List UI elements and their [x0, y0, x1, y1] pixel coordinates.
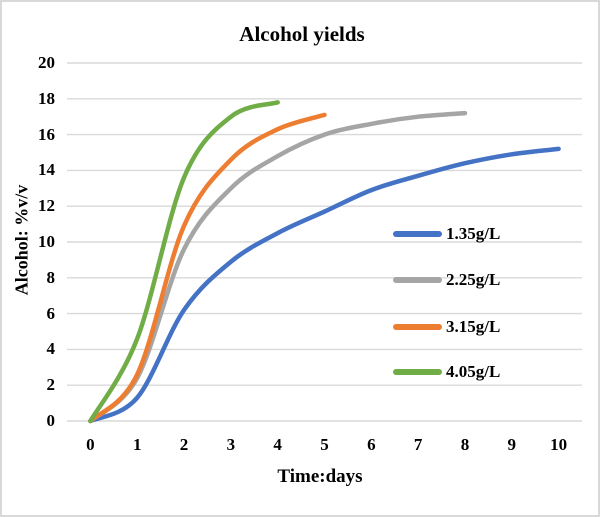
legend-label: 2.25g/L [446, 270, 501, 289]
x-tick-label: 7 [413, 435, 423, 454]
x-tick-label: 10 [550, 435, 568, 454]
y-tick-label: 10 [38, 232, 55, 251]
y-tick-label: 6 [46, 303, 56, 323]
x-tick-label: 8 [460, 435, 470, 454]
legend-label: 4.05g/L [446, 362, 501, 381]
legend-marker-icon [393, 231, 442, 237]
x-tick-label: 2 [179, 435, 189, 454]
y-tick-label: 4 [46, 339, 56, 359]
x-tick-label: 1 [132, 435, 142, 454]
y-tick-label: 18 [38, 88, 55, 108]
series-line-3.15g/L [88, 112, 327, 424]
x-tick-label: 4 [273, 435, 282, 454]
legend-item-4.05g/L: 4.05g/L [393, 361, 500, 383]
series-line-1.35g/L [88, 146, 561, 424]
legend-marker-icon [393, 277, 442, 283]
legend-marker-icon [393, 324, 442, 330]
legend-item-3.15g/L: 3.15g/L [393, 316, 500, 338]
x-tick-label: 3 [226, 435, 236, 454]
y-tick-label: 2 [46, 375, 56, 395]
chart-title: Alcohol yields [239, 22, 365, 46]
y-tick-label: 8 [46, 267, 56, 287]
legend-item-1.35g/L: 1.35g/L [393, 223, 500, 245]
legend-label: 3.15g/L [446, 317, 501, 336]
series-line-4.05g/L [88, 100, 280, 424]
legend-marker-icon [393, 369, 442, 375]
legend-item-2.25g/L: 2.25g/L [393, 269, 500, 291]
x-tick-label: 0 [86, 435, 95, 454]
x-axis-title: Time:days [277, 466, 363, 487]
y-tick-label: 20 [38, 53, 55, 72]
x-tick-label: 9 [507, 435, 517, 454]
y-tick-label: 14 [38, 160, 55, 180]
y-tick-label: 12 [38, 196, 55, 216]
x-tick-label: 5 [320, 435, 329, 454]
x-tick-label: 6 [367, 435, 376, 454]
y-tick-label: 16 [38, 124, 55, 144]
legend-label: 1.35g/L [446, 224, 501, 243]
y-tick-label: 0 [46, 411, 56, 430]
